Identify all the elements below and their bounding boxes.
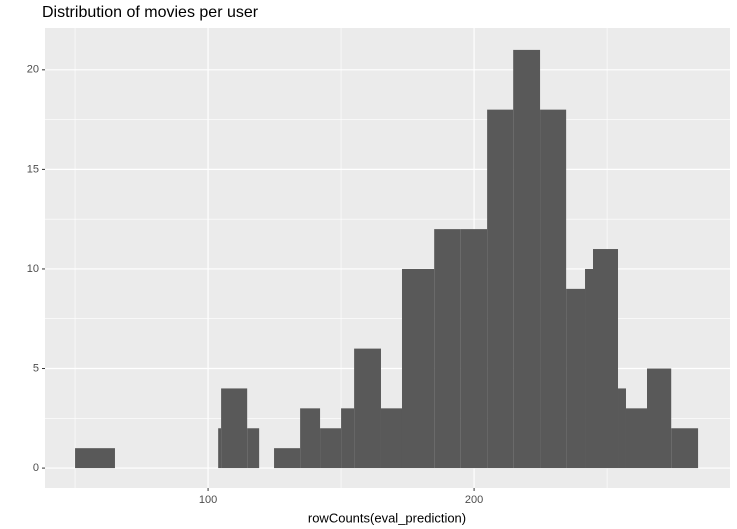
bar (647, 368, 672, 469)
y-tick-label: 10 (27, 263, 39, 275)
y-tick-label: 0 (33, 462, 39, 474)
bar (460, 229, 488, 469)
bar (566, 288, 586, 469)
bar (218, 428, 222, 469)
x-axis-title: rowCounts(eval_prediction) (308, 510, 466, 525)
bar (380, 408, 402, 469)
bar (434, 229, 461, 469)
bar (274, 448, 301, 469)
y-tick-label: 15 (27, 163, 39, 175)
bar (247, 428, 260, 469)
bar (513, 49, 541, 469)
bar (593, 249, 619, 469)
chart-title: Distribution of movies per user (42, 4, 259, 21)
bar (625, 408, 648, 469)
x-tick-label: 100 (199, 494, 217, 506)
bar (618, 388, 626, 469)
bar (487, 109, 514, 469)
bar (300, 408, 321, 469)
bar (401, 268, 435, 469)
y-tick-label: 20 (27, 64, 39, 76)
bar (75, 448, 115, 469)
bar (585, 268, 593, 469)
x-tick-label: 200 (465, 494, 483, 506)
bar (540, 109, 567, 469)
bar (341, 408, 355, 469)
bar (320, 428, 342, 469)
bar (221, 388, 248, 469)
bar (354, 348, 381, 469)
bar (671, 428, 699, 469)
y-tick-label: 5 (33, 362, 39, 374)
